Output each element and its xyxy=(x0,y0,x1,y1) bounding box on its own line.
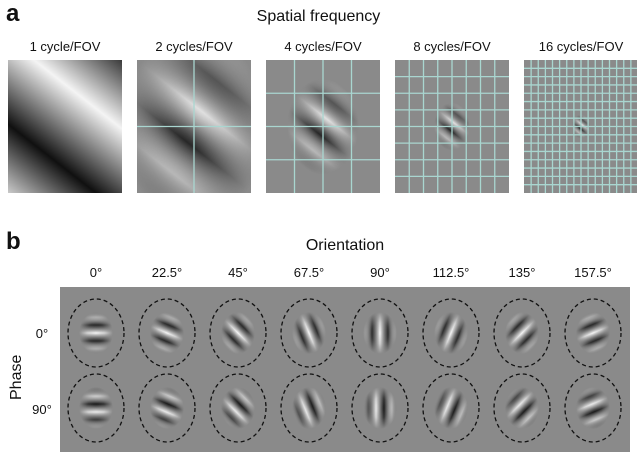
spatial-frequency-title: Spatial frequency xyxy=(256,8,381,25)
dashed-ellipse xyxy=(138,373,196,443)
gabor-patch-ori-45-phase-90 xyxy=(209,373,267,443)
gabor-patch-ori-45-phase-0 xyxy=(209,298,267,368)
sf-tile-2 xyxy=(137,60,251,193)
orientation-label-90: 90° xyxy=(370,265,390,280)
orientation-label-135: 135° xyxy=(508,265,536,280)
gabor-patch-ori-112.5-phase-90 xyxy=(422,373,480,443)
dashed-ellipse xyxy=(493,298,551,368)
gabor-patch-ori-0-phase-90 xyxy=(67,373,125,443)
dashed-ellipse xyxy=(138,298,196,368)
gabor-patch-ori-22.5-phase-90 xyxy=(138,373,196,443)
panel-b-letter: b xyxy=(6,228,21,255)
dashed-ellipse xyxy=(67,373,125,443)
orientation-label-157-5: 157.5° xyxy=(574,265,612,280)
dashed-ellipse xyxy=(564,373,622,443)
dashed-ellipse xyxy=(280,298,338,368)
orientation-label-67-5: 67.5° xyxy=(293,265,325,280)
gabor-patch-ori-90-phase-90 xyxy=(351,373,409,443)
sf-label-1: 1 cycle/FOV xyxy=(29,39,101,54)
gabor-patch-ori-67.5-phase-90 xyxy=(280,373,338,443)
sf-label-16: 16 cycles/FOV xyxy=(538,39,624,54)
gabor-patch-ori-157.5-phase-90 xyxy=(564,373,622,443)
sf-label-2: 2 cycles/FOV xyxy=(155,39,233,54)
gabor-patch-ori-22.5-phase-0 xyxy=(138,298,196,368)
phase-label-0: 0° xyxy=(35,326,49,341)
gabor-patch-ori-90-phase-0 xyxy=(351,298,409,368)
sf-label-4: 4 cycles/FOV xyxy=(284,39,362,54)
grid-lines xyxy=(524,60,637,193)
phase-label-90: 90° xyxy=(32,402,52,417)
grid-lines xyxy=(395,60,509,193)
dashed-ellipse xyxy=(67,298,125,368)
orientation-label-112-5: 112.5° xyxy=(432,265,470,280)
dashed-ellipse xyxy=(422,298,480,368)
gabor-patch-ori-67.5-phase-0 xyxy=(280,298,338,368)
dashed-ellipse xyxy=(564,298,622,368)
dashed-ellipse xyxy=(209,298,267,368)
gabor-patch-ori-157.5-phase-0 xyxy=(564,298,622,368)
grid-lines xyxy=(266,60,380,193)
gabor-patch-ori-135-phase-90 xyxy=(493,373,551,443)
orientation-label-22-5: 22.5° xyxy=(151,265,183,280)
sf-tile-16 xyxy=(524,60,637,193)
sf-tile-1 xyxy=(8,60,122,193)
orientation-label-0: 0° xyxy=(89,265,103,280)
gabor-patch-ori-112.5-phase-0 xyxy=(422,298,480,368)
dashed-ellipse xyxy=(493,373,551,443)
sf-tile-8 xyxy=(395,60,509,193)
sf-label-8: 8 cycles/FOV xyxy=(413,39,491,54)
dashed-ellipse xyxy=(280,373,338,443)
dashed-ellipse xyxy=(351,298,409,368)
gabor-patch-ori-0-phase-0 xyxy=(67,298,125,368)
orientation-label-45: 45° xyxy=(228,265,248,280)
orientation-title: Orientation xyxy=(305,237,385,254)
gabor-panel xyxy=(60,287,630,452)
gabor-patch-ori-135-phase-0 xyxy=(493,298,551,368)
sf-tile-4 xyxy=(266,60,380,193)
grid-lines xyxy=(137,60,251,193)
dashed-ellipse xyxy=(422,373,480,443)
panel-a-letter: a xyxy=(6,0,20,27)
dashed-ellipse xyxy=(209,373,267,443)
dashed-ellipse xyxy=(351,373,409,443)
